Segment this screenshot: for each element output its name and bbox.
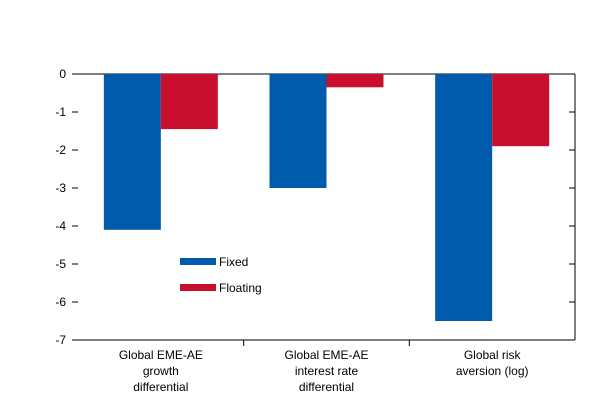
- category-label: Global EME-AE: [119, 348, 203, 362]
- y-tick-label: -3: [55, 181, 66, 195]
- legend-swatch-fixed: [180, 258, 216, 265]
- legend-label-fixed: Fixed: [219, 255, 248, 269]
- category-label: aversion (log): [456, 364, 529, 378]
- category-label: Global EME-AE: [284, 348, 368, 362]
- y-tick-label: -7: [55, 333, 66, 347]
- bar-floating-1: [326, 74, 384, 88]
- category-label: differential: [133, 380, 188, 394]
- x-axis: Global EME-AE growth differential Global EM…: [119, 340, 529, 394]
- legend: Fixed Floating: [180, 255, 262, 295]
- y-tick-label: -4: [55, 219, 66, 233]
- y-tick-label: -2: [55, 143, 66, 157]
- category-label: differential: [299, 380, 354, 394]
- y-tick-label: -1: [55, 105, 66, 119]
- y-axis: 0 -1 -2 -3 -4 -5 -6 -7: [55, 67, 575, 347]
- legend-label-floating: Floating: [219, 281, 262, 295]
- y-tick-label: -6: [55, 295, 66, 309]
- category-label: interest rate: [295, 364, 359, 378]
- y-tick-label: 0: [59, 67, 66, 81]
- category-label: growth: [143, 364, 179, 378]
- bar-floating-0: [160, 74, 218, 130]
- bar-floating-2: [492, 74, 550, 147]
- bar-fixed-1: [269, 74, 327, 188]
- y-tick-label: -5: [55, 257, 66, 271]
- bar-fixed-2: [435, 74, 493, 321]
- category-label: Global risk: [464, 348, 522, 362]
- bars: [103, 74, 550, 321]
- legend-swatch-floating: [180, 284, 216, 291]
- bar-fixed-0: [103, 74, 161, 230]
